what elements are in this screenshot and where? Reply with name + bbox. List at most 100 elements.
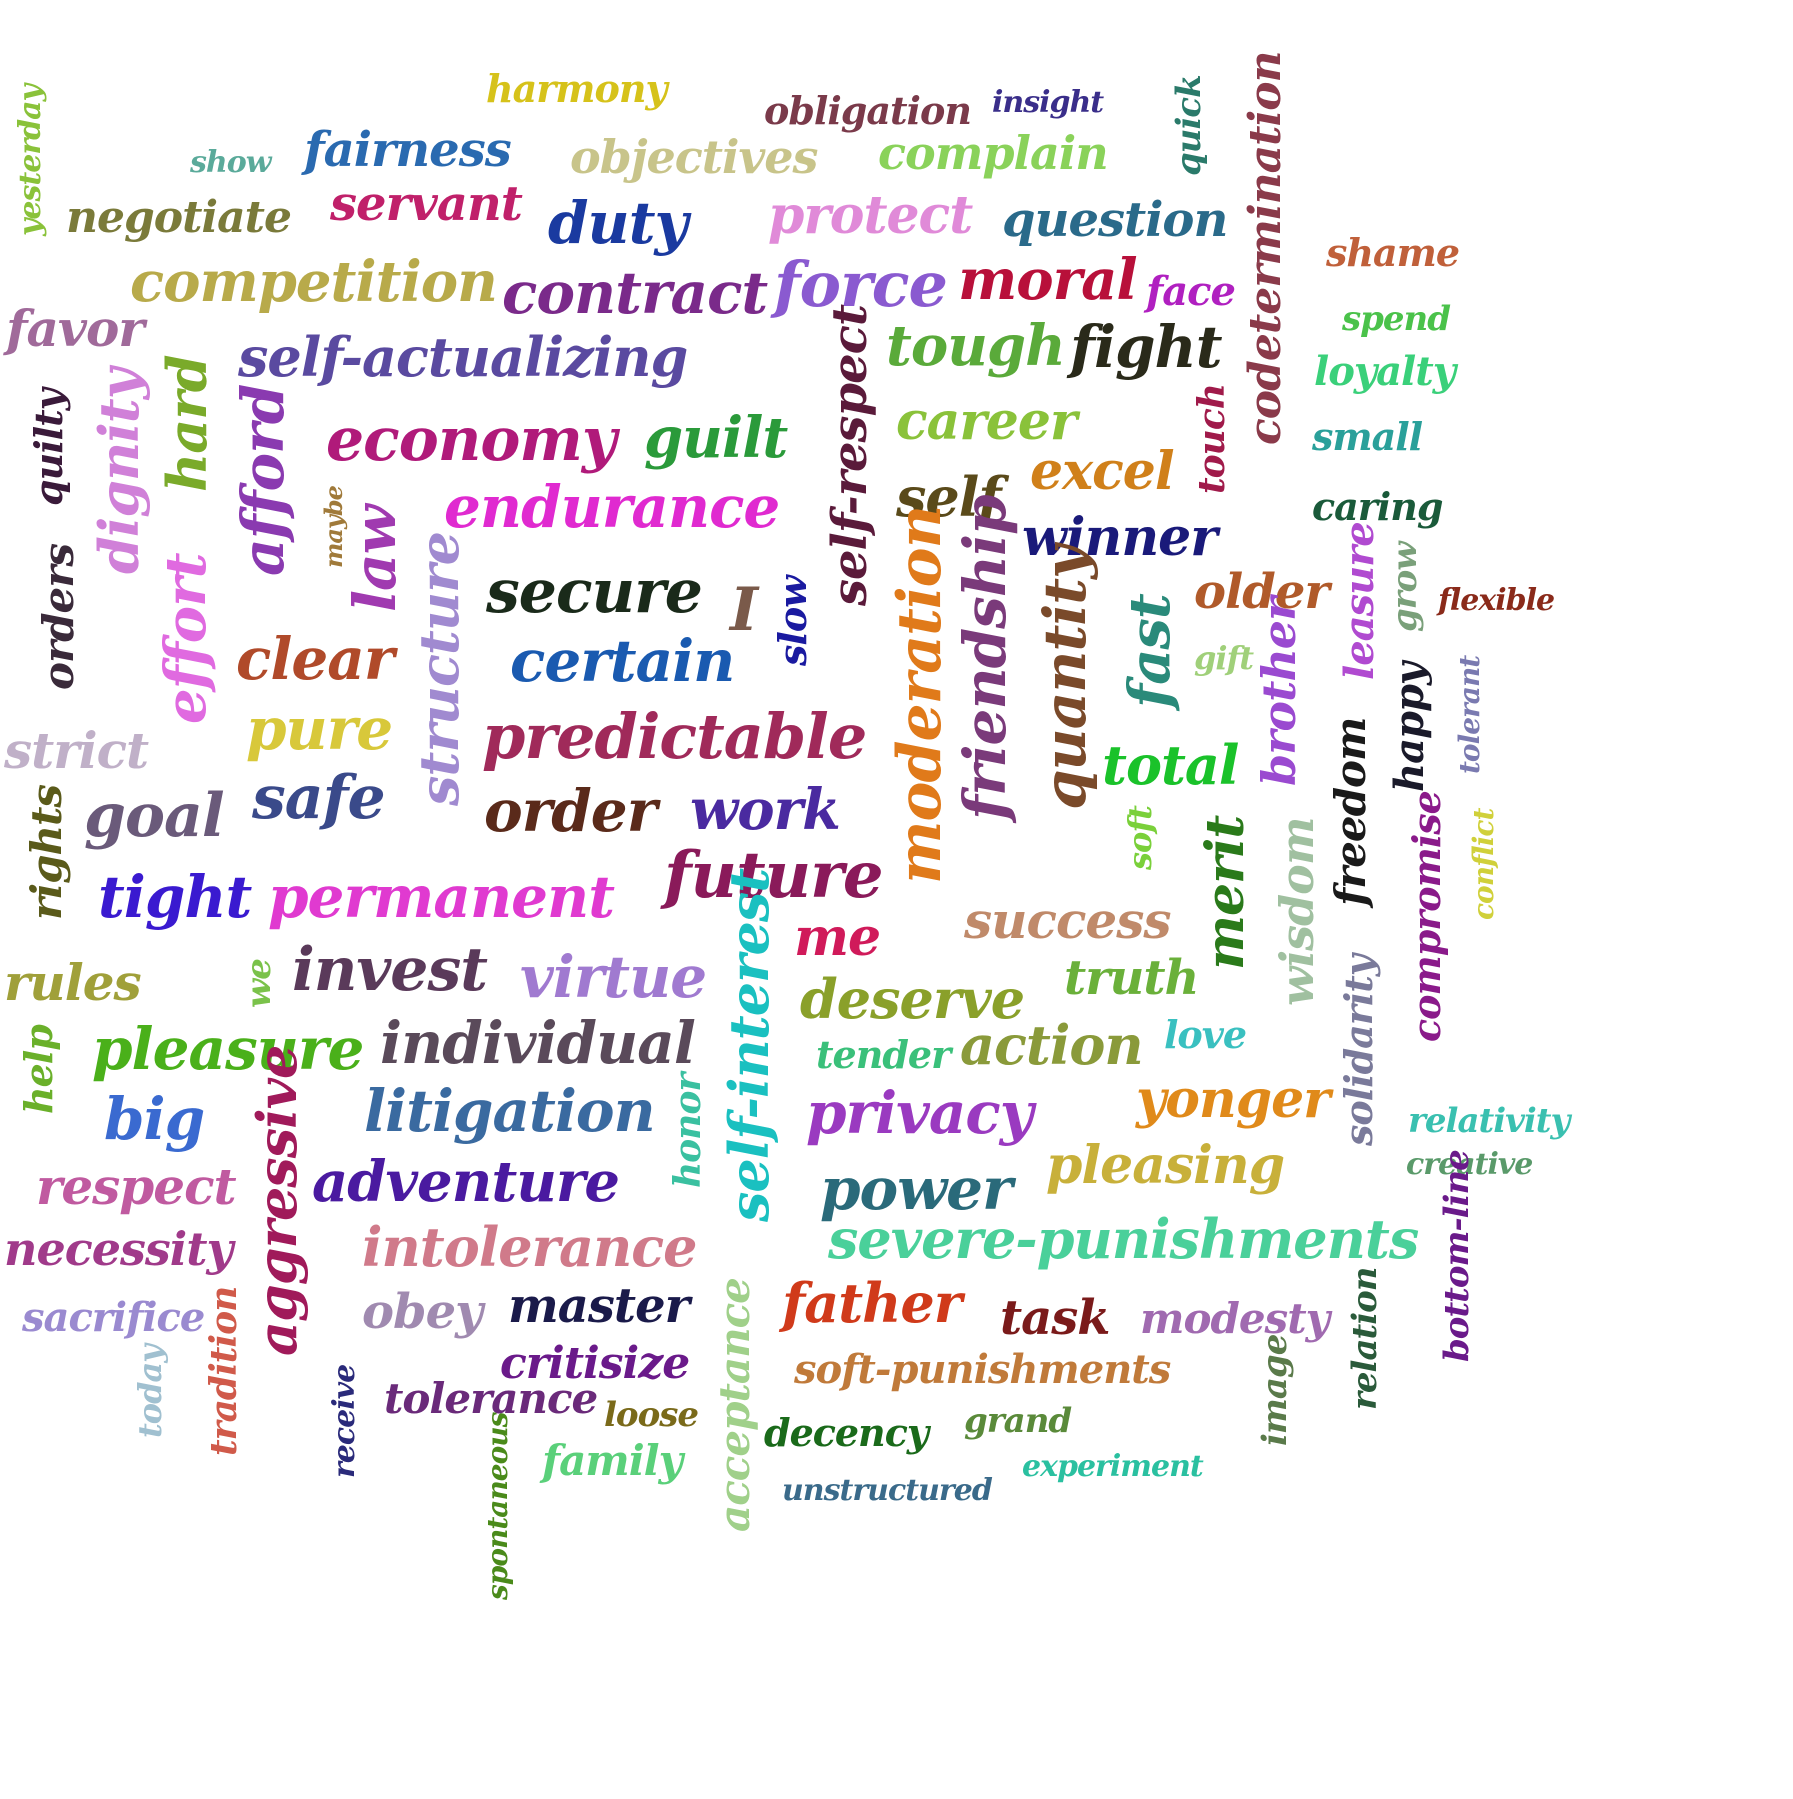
word-career: career (896, 391, 1077, 452)
word-virtue: virtue (520, 943, 707, 1011)
word-safe: safe (252, 763, 386, 833)
word-spend: spend (1342, 299, 1451, 339)
word-economy: economy (326, 405, 617, 475)
word-necessity: necessity (4, 1222, 233, 1276)
word-insight: insight (992, 85, 1104, 120)
word-tolerance: tolerance (384, 1374, 598, 1423)
word-shame: shame (1326, 230, 1460, 275)
word-I: I (730, 575, 758, 645)
word-tight: tight (98, 863, 252, 931)
word-harmony: harmony (486, 66, 668, 111)
word-clear: clear (236, 625, 394, 693)
word-relation: relation (1345, 1267, 1385, 1410)
word-pleasing: pleasing (1046, 1135, 1285, 1196)
word-me: me (794, 907, 881, 968)
word-complain: complain (878, 126, 1109, 180)
word-power: power (820, 1155, 1013, 1223)
word-rights: rights (22, 784, 71, 920)
word-pure: pure (246, 695, 393, 763)
word-quantity: quantity (1031, 546, 1099, 810)
word-self-respect: self-respect (822, 304, 878, 606)
word-honor: honor (667, 1073, 709, 1188)
word-face: face (1146, 268, 1236, 315)
word-negotiate: negotiate (66, 192, 292, 243)
word-critisize: critisize (500, 1338, 690, 1389)
word-friendship: friendship (951, 495, 1019, 820)
word-severe-punishments: severe-punishments (828, 1207, 1419, 1271)
word-servant: servant (330, 176, 523, 232)
word-master: master (508, 1278, 690, 1334)
word-today: today (131, 1345, 169, 1438)
word-sacrifice: sacrifice (22, 1294, 205, 1341)
word-endurance: endurance (444, 473, 780, 541)
word-family: family (542, 1436, 683, 1485)
word-certain: certain (510, 627, 735, 695)
word-total: total (1102, 733, 1239, 797)
word-obligation: obligation (764, 88, 972, 133)
word-acceptance: acceptance (710, 1278, 759, 1532)
word-obey: obey (362, 1284, 483, 1340)
word-tradition: tradition (203, 1286, 245, 1456)
word-merit: merit (1195, 815, 1256, 970)
word-structure: structure (407, 532, 471, 806)
word-experiment: experiment (1022, 1449, 1204, 1484)
word-relativity: relativity (1408, 1101, 1570, 1141)
word-permanent: permanent (268, 863, 615, 931)
word-law: law (341, 505, 409, 612)
word-action: action (960, 1013, 1144, 1077)
word-moral: moral (958, 247, 1138, 313)
word-winner: winner (1022, 507, 1218, 568)
word-self-interest: self-interest (717, 868, 781, 1222)
word-grand: grand (964, 1401, 1072, 1441)
word-deserve: deserve (800, 967, 1025, 1031)
word-fast: fast (1117, 594, 1183, 708)
word-wisdom: wisdom (1270, 817, 1324, 1007)
word-father: father (782, 1271, 962, 1335)
word-self: self (896, 465, 1002, 529)
word-creative: creative (1406, 1147, 1533, 1182)
word-tolerant: tolerant (1453, 655, 1486, 774)
word-secure: secure (486, 557, 703, 627)
word-invest: invest (292, 935, 488, 1005)
word-soft: soft (1121, 806, 1159, 870)
word-compromise: compromise (1404, 791, 1449, 1042)
word-litigation: litigation (364, 1077, 656, 1145)
word-brother: brother (1252, 597, 1306, 786)
word-tough: tough (886, 313, 1066, 379)
word-work: work (690, 777, 841, 843)
word-individual: individual (380, 1009, 696, 1077)
word-solidarity: solidarity (1336, 955, 1381, 1146)
word-small: small (1312, 414, 1423, 459)
word-quilty: quilty (26, 389, 71, 506)
word-happy: happy (1386, 662, 1433, 792)
word-order: order (484, 777, 657, 845)
word-image: image (1255, 1334, 1295, 1446)
word-task: task (1000, 1290, 1111, 1346)
word-gift: gift (1194, 639, 1254, 677)
word-favor: favor (6, 299, 145, 358)
word-goal: goal (84, 781, 225, 851)
word-conflict: conflict (1467, 808, 1500, 920)
word-modesty: modesty (1140, 1294, 1330, 1343)
word-protect: protect (768, 185, 973, 246)
word-hard: hard (155, 355, 219, 492)
word-caring: caring (1312, 484, 1443, 529)
word-objectives: objectives (570, 130, 818, 184)
word-decency: decency (764, 1410, 929, 1455)
word-show: show (190, 145, 272, 180)
word-afford: afford (229, 384, 297, 576)
word-receive: receive (327, 1364, 362, 1478)
word-codetermination: codetermination (1240, 51, 1291, 445)
word-unstructured: unstructured (782, 1473, 993, 1508)
word-quick: quick (1169, 75, 1209, 176)
word-loyalty: loyalty (1314, 348, 1456, 395)
word-older: older (1194, 564, 1330, 620)
word-self-actualizing: self-actualizing (238, 325, 688, 389)
word-leasure: leasure (1336, 522, 1383, 680)
word-contract: contract (502, 259, 768, 327)
word-dignity: dignity (87, 368, 151, 574)
word-spontaneous: spontaneous (481, 1412, 514, 1600)
word-orders: orders (34, 543, 83, 690)
word-success: success (964, 891, 1172, 950)
